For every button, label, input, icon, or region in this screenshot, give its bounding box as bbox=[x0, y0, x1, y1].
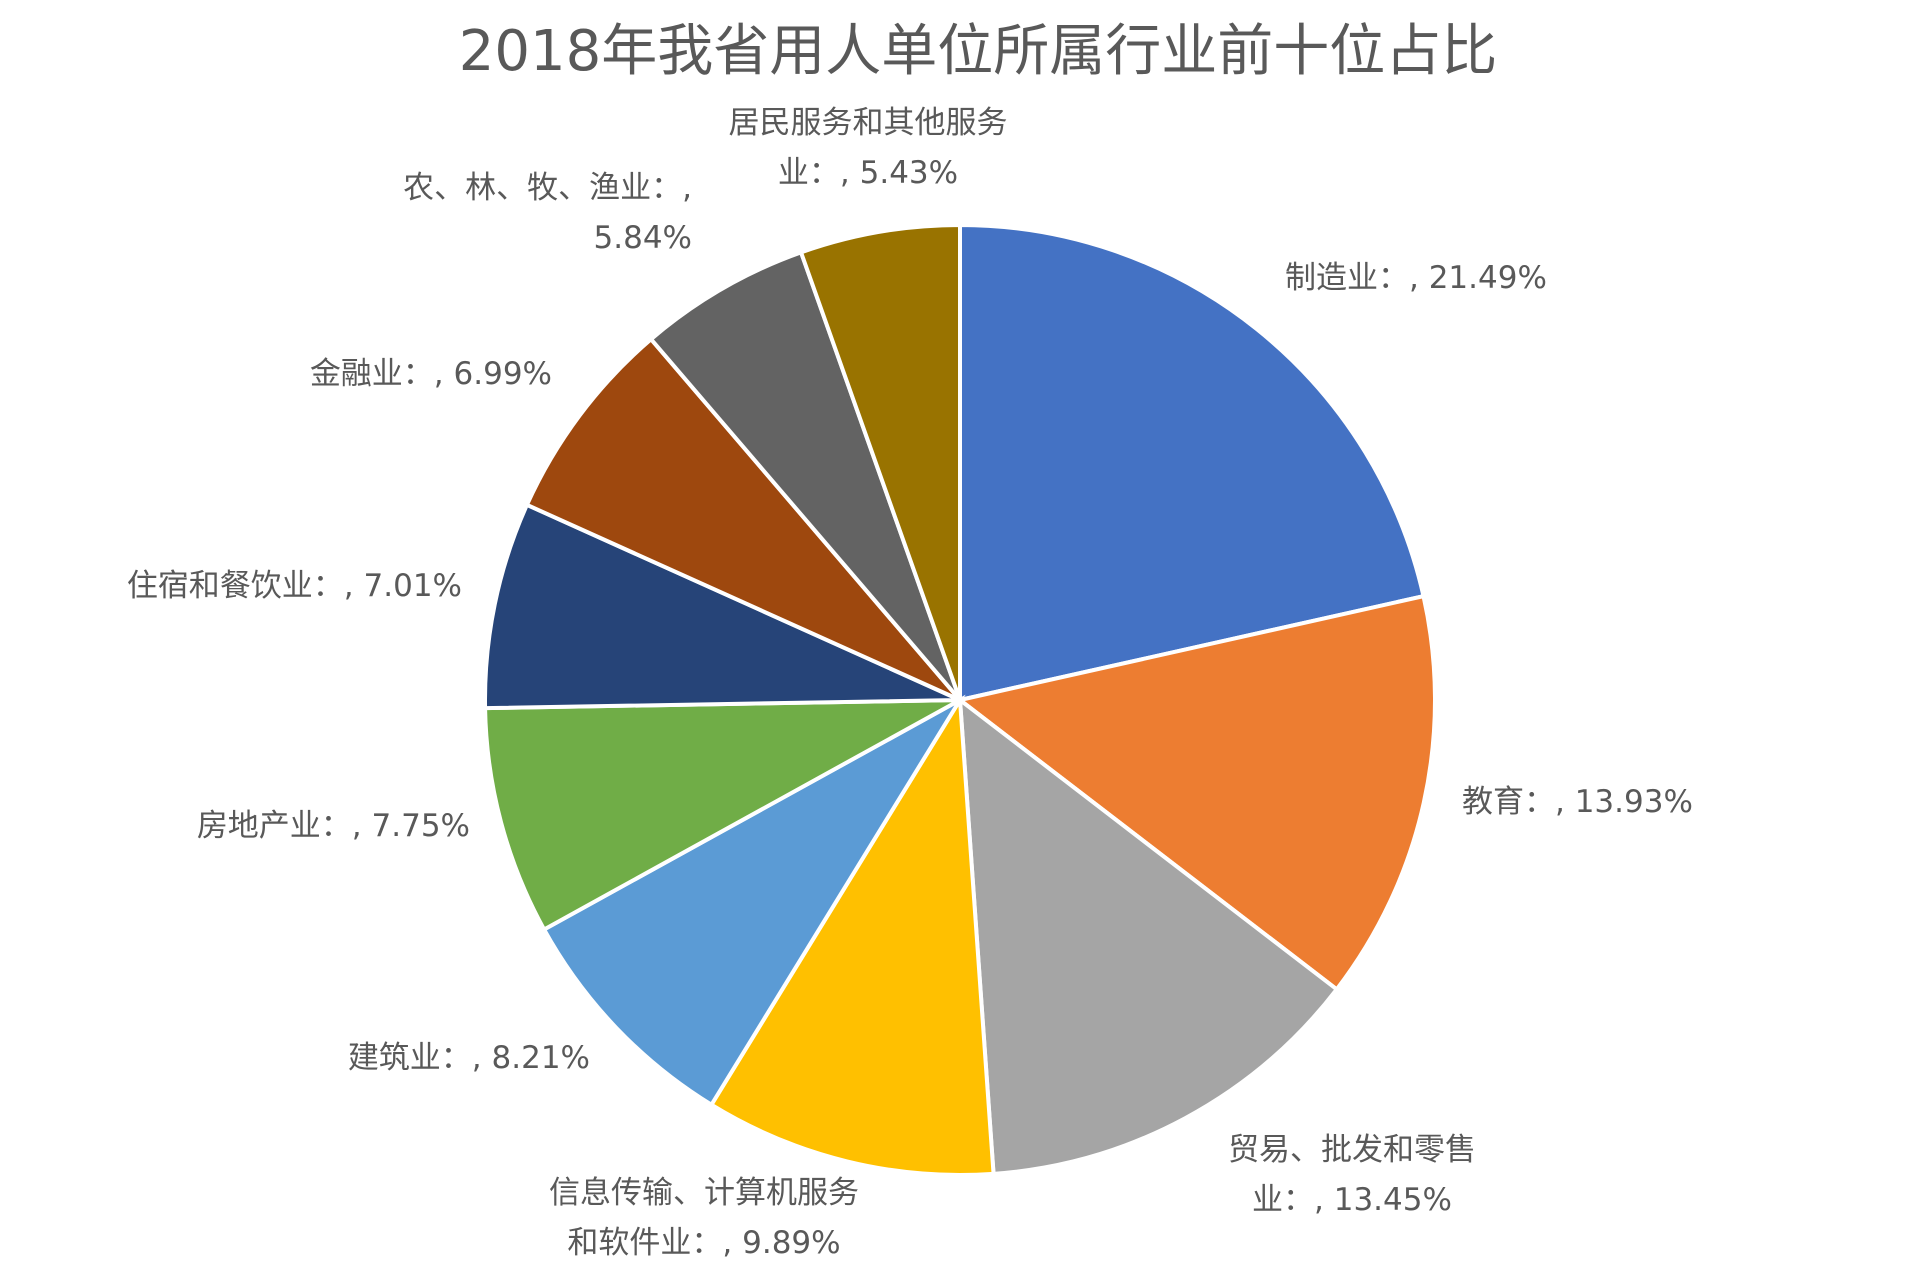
slice-label-line: 居民服务和其他服务 bbox=[729, 105, 1008, 141]
pie-slice-10 bbox=[798, 222, 962, 701]
slice-label-5: 建筑业：, 8.21% bbox=[348, 1040, 590, 1076]
slice-label-2: 教育：, 13.93% bbox=[1462, 784, 1693, 820]
pie-slice-1 bbox=[958, 222, 1426, 703]
slice-label-line: 农、林、牧、渔业：, bbox=[403, 170, 692, 206]
pie-slice-4 bbox=[708, 693, 996, 1177]
slice-label-9: 农、林、牧、渔业：, 5.84% bbox=[403, 170, 692, 256]
slice-label-line: 房地产业：, 7.75% bbox=[197, 808, 470, 844]
slice-label-4: 信息传输、计算机服务和软件业：, 9.89% bbox=[549, 1175, 859, 1261]
slice-label-10: 居民服务和其他服务业：, 5.43% bbox=[729, 105, 1008, 191]
pie-slice-8 bbox=[524, 336, 962, 702]
slice-label-line: 金融业：, 6.99% bbox=[310, 356, 552, 392]
slice-label-line: 业：, 5.43% bbox=[778, 155, 958, 191]
pie-slices bbox=[483, 222, 1437, 1177]
slice-label-7: 住宿和餐饮业：, 7.01% bbox=[127, 568, 462, 604]
chart-title: 2018年我省用人单位所属行业前十位占比 bbox=[459, 19, 1498, 84]
slice-label-line: 5.84% bbox=[594, 220, 692, 256]
slice-label-line: 制造业：, 21.49% bbox=[1285, 260, 1547, 296]
slice-label-line: 贸易、批发和零售 bbox=[1228, 1132, 1476, 1168]
slice-label-3: 贸易、批发和零售业：, 13.45% bbox=[1228, 1132, 1476, 1218]
pie-slice-7 bbox=[483, 502, 961, 711]
slice-label-line: 建筑业：, 8.21% bbox=[348, 1040, 590, 1076]
pie-slice-9 bbox=[648, 249, 962, 702]
slice-label-1: 制造业：, 21.49% bbox=[1285, 260, 1547, 296]
slice-label-line: 业：, 13.45% bbox=[1252, 1182, 1452, 1218]
slice-label-6: 房地产业：, 7.75% bbox=[197, 808, 470, 844]
slice-label-line: 教育：, 13.93% bbox=[1462, 784, 1693, 820]
pie-slice-5 bbox=[541, 694, 966, 1108]
slice-label-line: 信息传输、计算机服务 bbox=[549, 1175, 859, 1211]
pie-slice-6 bbox=[483, 698, 961, 933]
slice-label-8: 金融业：, 6.99% bbox=[310, 356, 552, 392]
pie-slice-3 bbox=[957, 695, 1340, 1176]
slice-label-line: 和软件业：, 9.89% bbox=[567, 1225, 840, 1261]
pie-labels: 制造业：, 21.49% 教育：, 13.93% 贸易、批发和零售业：, 13.45… bbox=[127, 105, 1693, 1261]
pie-slice-2 bbox=[955, 593, 1437, 993]
slice-label-line: 住宿和餐饮业：, 7.01% bbox=[127, 568, 462, 604]
